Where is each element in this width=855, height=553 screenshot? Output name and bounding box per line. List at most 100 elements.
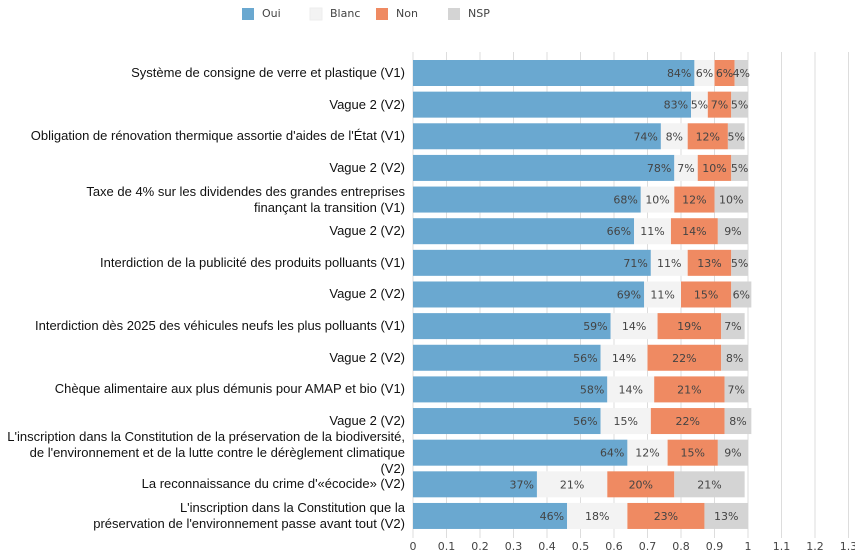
legend-swatch xyxy=(309,7,323,21)
bar-segment xyxy=(650,249,688,276)
value-label: 23% xyxy=(654,510,678,523)
bar-segment xyxy=(694,60,715,86)
bar-segment xyxy=(627,502,705,529)
bar-segment xyxy=(634,218,671,245)
category-label: Vague 2 (V2) xyxy=(329,349,405,365)
value-label: 83% xyxy=(664,99,688,112)
value-label: 21% xyxy=(697,478,721,491)
bar-segment xyxy=(731,91,748,118)
x-tick-label: 1.1 xyxy=(773,540,791,553)
bar-segment xyxy=(413,408,601,435)
category-label: L'inscription dans la Constitution que l… xyxy=(93,499,405,531)
value-label: 5% xyxy=(731,99,748,112)
legend-swatch xyxy=(448,8,460,20)
bar-segment xyxy=(413,471,537,498)
bar-segment xyxy=(721,313,745,340)
bar-segment xyxy=(724,376,748,403)
value-label: 5% xyxy=(728,130,745,143)
bar-segment xyxy=(600,408,651,435)
x-tick-label: 0.8 xyxy=(672,540,690,553)
value-label: 13% xyxy=(714,510,738,523)
value-label: 7% xyxy=(677,162,694,175)
value-label: 69% xyxy=(617,288,641,301)
value-label: 9% xyxy=(724,447,741,460)
value-label: 14% xyxy=(622,320,646,333)
legend-swatch xyxy=(242,8,254,20)
category-label: Chèque alimentaire aux plus démunis pour… xyxy=(54,381,405,397)
value-label: 56% xyxy=(573,415,597,428)
x-tick-label: 0.5 xyxy=(572,540,590,553)
value-label: 19% xyxy=(677,320,701,333)
x-tick-label: 1.3 xyxy=(840,540,855,553)
bar-segment xyxy=(670,218,718,245)
bar-segment xyxy=(721,344,748,371)
bar-segment xyxy=(413,281,645,308)
value-label: 11% xyxy=(640,225,664,238)
value-label: 11% xyxy=(657,257,681,270)
bar-segment xyxy=(667,439,718,466)
value-label: 8% xyxy=(666,130,683,143)
value-label: 11% xyxy=(650,288,674,301)
value-label: 10% xyxy=(719,194,743,207)
bar-segment xyxy=(413,60,695,86)
value-label: 64% xyxy=(600,447,624,460)
bar-segment xyxy=(413,154,675,181)
bar-segment xyxy=(724,408,752,435)
value-label: 4% xyxy=(733,67,750,80)
category-label: Interdiction dès 2025 des véhicules neuf… xyxy=(35,318,405,334)
bar-segment xyxy=(413,344,601,371)
value-label: 22% xyxy=(675,415,699,428)
x-tick-label: 0 xyxy=(410,540,417,553)
bar-segment xyxy=(674,471,745,498)
value-label: 6% xyxy=(696,67,713,80)
bar-segment xyxy=(413,502,568,529)
value-label: 5% xyxy=(691,99,708,112)
bar-segment xyxy=(657,313,722,340)
category-label: Taxe de 4% sur les dividendes des grande… xyxy=(86,183,405,215)
x-tick-label: 0.7 xyxy=(639,540,657,553)
value-label: 14% xyxy=(612,352,636,365)
x-tick-label: 0.2 xyxy=(471,540,489,553)
bar-segment xyxy=(650,408,725,435)
legend-label: NSP xyxy=(468,7,490,20)
value-label: 7% xyxy=(711,99,728,112)
bar-segment xyxy=(717,218,748,245)
value-label: 7% xyxy=(724,320,741,333)
value-label: 12% xyxy=(635,447,659,460)
value-label: 37% xyxy=(509,478,533,491)
value-label: 10% xyxy=(645,194,669,207)
value-label: 9% xyxy=(724,225,741,238)
legend-swatch xyxy=(376,8,388,20)
value-label: 14% xyxy=(682,225,706,238)
bar-segment xyxy=(536,471,608,498)
bar-segment xyxy=(654,376,725,403)
bar-segment xyxy=(717,439,748,466)
value-label: 22% xyxy=(672,352,696,365)
value-label: 18% xyxy=(585,510,609,523)
category-label: Vague 2 (V2) xyxy=(329,286,405,302)
bar-segment xyxy=(731,281,752,308)
category-label: Vague 2 (V2) xyxy=(329,96,405,112)
bar-segment xyxy=(413,123,661,150)
category-label: Obligation de rénovation thermique assor… xyxy=(30,128,405,144)
value-label: 46% xyxy=(540,510,564,523)
bar-segment xyxy=(600,344,648,371)
bar-segment xyxy=(413,376,608,403)
x-tick-label: 0.3 xyxy=(505,540,523,553)
bar-segment xyxy=(567,502,628,529)
value-label: 8% xyxy=(726,352,743,365)
value-label: 5% xyxy=(731,257,748,270)
bar-segment xyxy=(607,471,675,498)
value-label: 14% xyxy=(619,383,643,396)
bar-segment xyxy=(413,91,692,118)
value-label: 15% xyxy=(613,415,637,428)
bar-segment xyxy=(413,439,628,466)
bar-segment xyxy=(644,281,681,308)
category-label: Vague 2 (V2) xyxy=(329,159,405,175)
value-label: 12% xyxy=(696,130,720,143)
bar-segment xyxy=(687,123,728,150)
bar-segment xyxy=(697,154,732,181)
bar-segment xyxy=(607,376,655,403)
